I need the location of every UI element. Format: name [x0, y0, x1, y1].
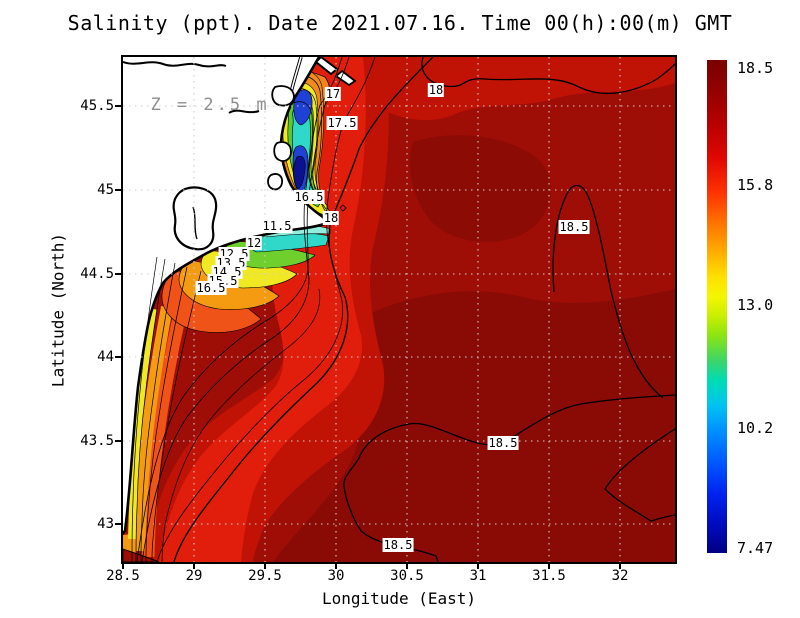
- contour-label: 16.5: [195, 281, 227, 295]
- x-tick-mark: [548, 564, 550, 569]
- x-axis-title: Longitude (East): [321, 589, 477, 608]
- colorbar-tick-label: 10.2: [737, 419, 774, 437]
- x-tick-mark: [122, 564, 124, 569]
- plot-title: Salinity (ppt). Date 2021.07.16. Time 00…: [67, 11, 733, 35]
- colorbar-tick-label: 13.0: [737, 296, 774, 314]
- contour-label: 17.5: [326, 116, 358, 130]
- x-tick-label: 29.5: [248, 568, 282, 584]
- x-tick-mark: [619, 564, 621, 569]
- contour-label: 17: [324, 87, 342, 101]
- x-tick-mark: [193, 564, 195, 569]
- x-tick-label: 30.5: [390, 568, 424, 584]
- x-tick-label: 28.5: [106, 568, 140, 584]
- contour-label: 16.5: [293, 190, 325, 204]
- colorbar-tick-label: 18.5: [737, 59, 774, 77]
- x-tick-mark: [477, 564, 479, 569]
- contour-label: 18: [427, 83, 445, 97]
- y-axis-title: Latitude (North): [48, 232, 68, 388]
- colorbar: [707, 60, 727, 553]
- contour-label: 18: [322, 211, 340, 225]
- x-tick-mark: [406, 564, 408, 569]
- x-tick-label: 31: [469, 568, 487, 584]
- x-tick-label: 31.5: [532, 568, 566, 584]
- y-tick-mark: [115, 105, 121, 107]
- x-tick-label: 32: [611, 568, 629, 584]
- contour-label: 11.5: [261, 219, 293, 233]
- y-tick-label: 43: [97, 516, 114, 532]
- y-tick-mark: [115, 189, 121, 191]
- contour-label: 12: [245, 236, 263, 250]
- map-plot-area: Z = 2.5 m 17 17.5 18 18.5 16.5 18 11.5 1…: [121, 55, 677, 564]
- x-tick-label: 30: [327, 568, 345, 584]
- y-tick-label: 44: [97, 349, 114, 365]
- colorbar-tick-label: 7.47: [737, 539, 774, 557]
- x-tick-mark: [264, 564, 266, 569]
- x-tick-label: 29: [185, 568, 203, 584]
- y-tick-label: 45.5: [80, 98, 114, 114]
- depth-annotation: Z = 2.5 m: [150, 95, 270, 115]
- contour-label: 18.5: [487, 436, 519, 450]
- y-tick-mark: [115, 523, 121, 525]
- x-tick-mark: [335, 564, 337, 569]
- y-tick-mark: [115, 356, 121, 358]
- y-tick-mark: [115, 440, 121, 442]
- contour-label: 18.5: [558, 220, 590, 234]
- y-tick-label: 43.5: [80, 433, 114, 449]
- y-tick-mark: [115, 273, 121, 275]
- salinity-contour-map: [123, 57, 675, 562]
- colorbar-tick-label: 15.8: [737, 176, 774, 194]
- y-tick-label: 44.5: [80, 266, 114, 282]
- y-tick-label: 45: [97, 182, 114, 198]
- contour-label: 18.5: [382, 538, 414, 552]
